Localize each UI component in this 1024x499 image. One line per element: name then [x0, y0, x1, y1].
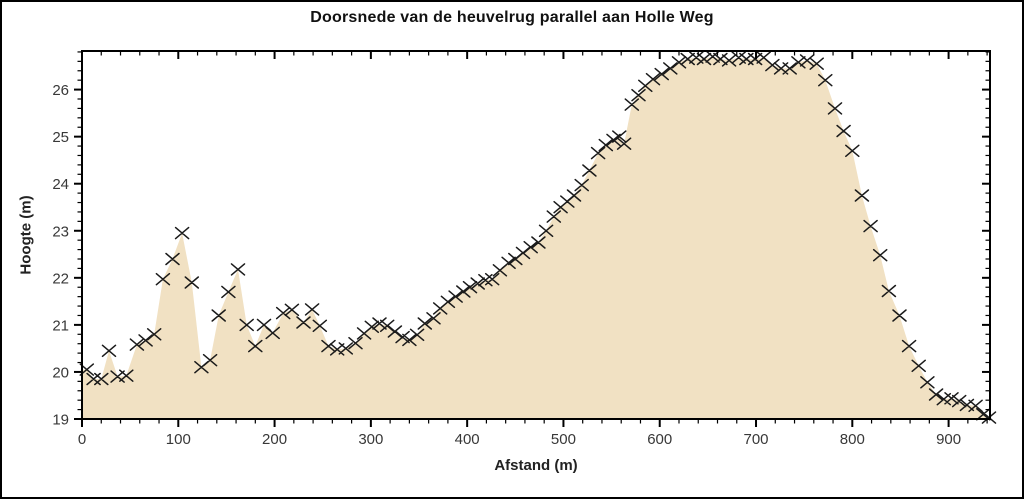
y-tick-label: 24 [52, 176, 69, 193]
x-tick-label: 700 [744, 431, 769, 448]
y-tick-label: 20 [52, 364, 69, 381]
x-axis-label: Afstand (m) [494, 457, 578, 474]
y-axis-label: Hoogte (m) [17, 195, 35, 275]
x-tick-label: 300 [358, 431, 383, 448]
x-tick-label: 0 [78, 431, 86, 448]
axis-box [81, 50, 991, 420]
y-tick-label: 21 [52, 317, 69, 334]
y-tick-label: 22 [52, 270, 69, 287]
x-tick-label: 900 [936, 431, 961, 448]
y-tick-label: 23 [52, 223, 69, 240]
x-tick-label: 200 [262, 431, 287, 448]
y-tick-label: 25 [52, 129, 69, 146]
y-tick-label: 26 [52, 82, 69, 99]
x-tick-label: 400 [455, 431, 480, 448]
x-tick-label: 500 [551, 431, 576, 448]
profile-area [82, 56, 990, 419]
data-points [79, 50, 997, 424]
chart-title: Doorsnede van de heuvelrug parallel aan … [310, 9, 714, 26]
x-tick-label: 600 [647, 431, 672, 448]
x-tick-label: 800 [840, 431, 865, 448]
y-tick-label: 19 [52, 412, 69, 429]
x-tick-label: 100 [166, 431, 191, 448]
